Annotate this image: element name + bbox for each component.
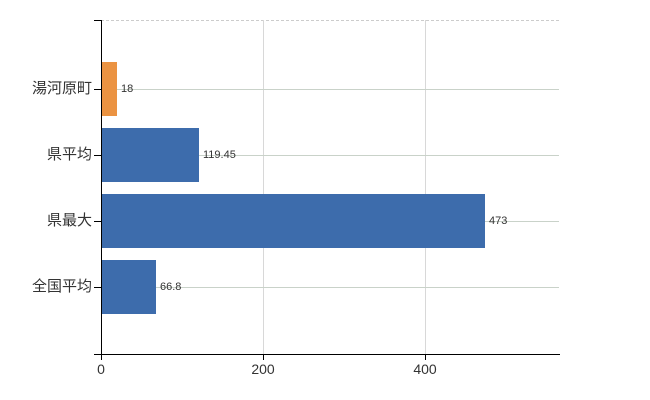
x-axis-tick [101,355,102,360]
bar [102,260,156,314]
vertical-gridline [263,20,264,354]
horizontal-gridline [101,287,559,288]
x-axis-line [94,354,560,355]
bar-value-label: 18 [121,83,134,95]
y-axis-tick [94,89,101,90]
vertical-gridline [425,20,426,354]
plot-area: 0 200 400 湯河原町 18 県平均 119.45 県最大 473 全国平均 66.8 [32,20,560,377]
x-tick-label: 400 [413,361,437,377]
bar [102,194,485,248]
x-axis-tick [425,355,426,360]
x-axis-tick [263,355,264,360]
bar [102,62,117,116]
y-axis-end-tick [94,20,101,21]
category-label: 県平均 [46,146,92,163]
y-axis-line [101,20,102,355]
y-axis-tick [94,221,101,222]
x-tick-label: 200 [251,361,275,377]
category-label: 全国平均 [31,278,92,295]
bar-value-label: 66.8 [160,281,182,293]
bar-value-label: 473 [489,215,508,227]
horizontal-gridline [101,89,559,90]
category-label: 県最大 [46,212,92,229]
x-tick-label: 0 [97,361,105,377]
bar-value-label: 119.45 [203,149,236,161]
bar [102,128,199,182]
y-axis-tick [94,155,101,156]
horizontal-gridline [101,155,559,156]
plot-top-dashed-border [101,20,559,21]
y-axis-tick [94,287,101,288]
category-label: 湯河原町 [31,80,92,97]
